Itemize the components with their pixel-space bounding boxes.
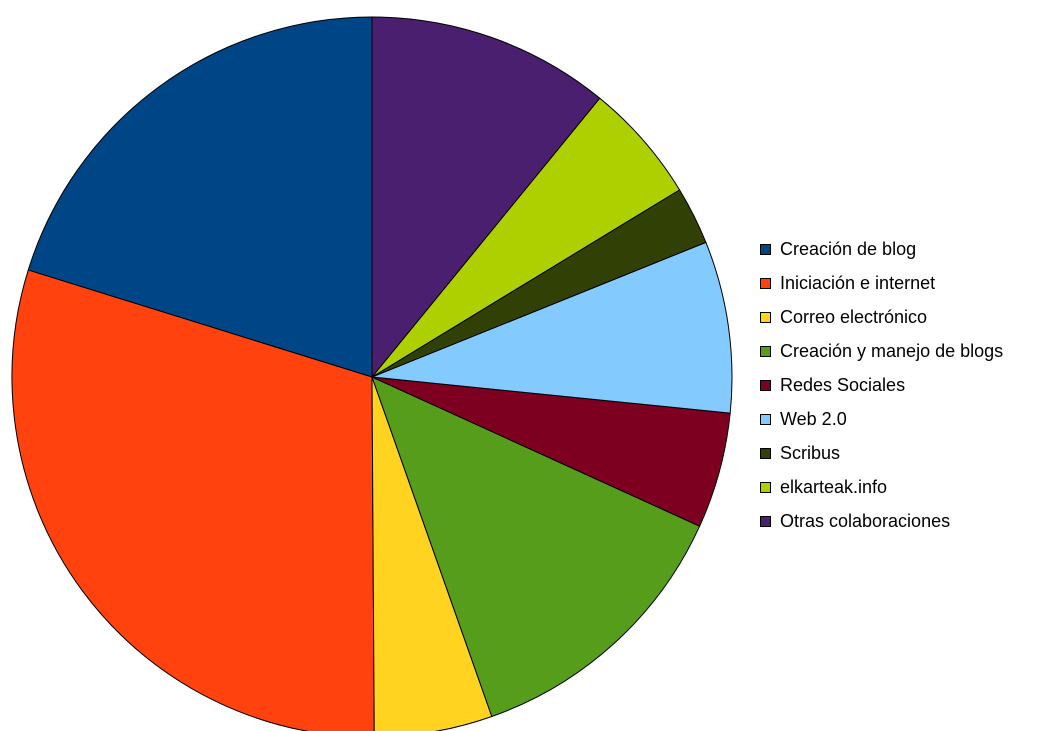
legend-label: Creación y manejo de blogs [780,340,1004,361]
legend-swatch [760,243,771,255]
legend-item: Scribus [760,436,1003,470]
legend-swatch [760,447,771,459]
legend-label: Otras colaboraciones [780,510,951,531]
pie-slice [371,241,733,414]
legend-swatch [760,311,771,323]
legend-swatch [760,515,771,527]
legend-item: Iniciación e internet [760,266,1003,300]
legend-item: Otras colaboraciones [760,504,1003,538]
legend-swatch [760,345,771,357]
legend-item: Creación de blog [760,232,1003,266]
legend-label: Redes Sociales [780,374,906,395]
legend-item: elkarteak.info [760,470,1003,504]
legend-label: Creación de blog [780,238,917,259]
legend-label: Correo electrónico [780,306,928,327]
legend-item: Correo electrónico [760,300,1003,334]
legend-swatch [760,379,771,391]
pie-slice [371,376,701,718]
legend-label: Iniciación e internet [780,272,936,293]
pie-slice [371,16,601,379]
legend-item: Creación y manejo de blogs [760,334,1003,368]
legend-label: Web 2.0 [780,408,847,429]
legend-item: Redes Sociales [760,368,1003,402]
pie-chart [11,16,733,731]
pie-slice [11,269,375,731]
legend: Creación de blog Iniciación e internet C… [760,232,1003,538]
legend-swatch [760,413,771,425]
pie-slice [27,16,373,378]
legend-swatch [760,481,771,493]
legend-label: Scribus [780,442,841,463]
legend-label: elkarteak.info [780,476,888,497]
legend-item: Web 2.0 [760,402,1003,436]
legend-swatch [760,277,771,289]
